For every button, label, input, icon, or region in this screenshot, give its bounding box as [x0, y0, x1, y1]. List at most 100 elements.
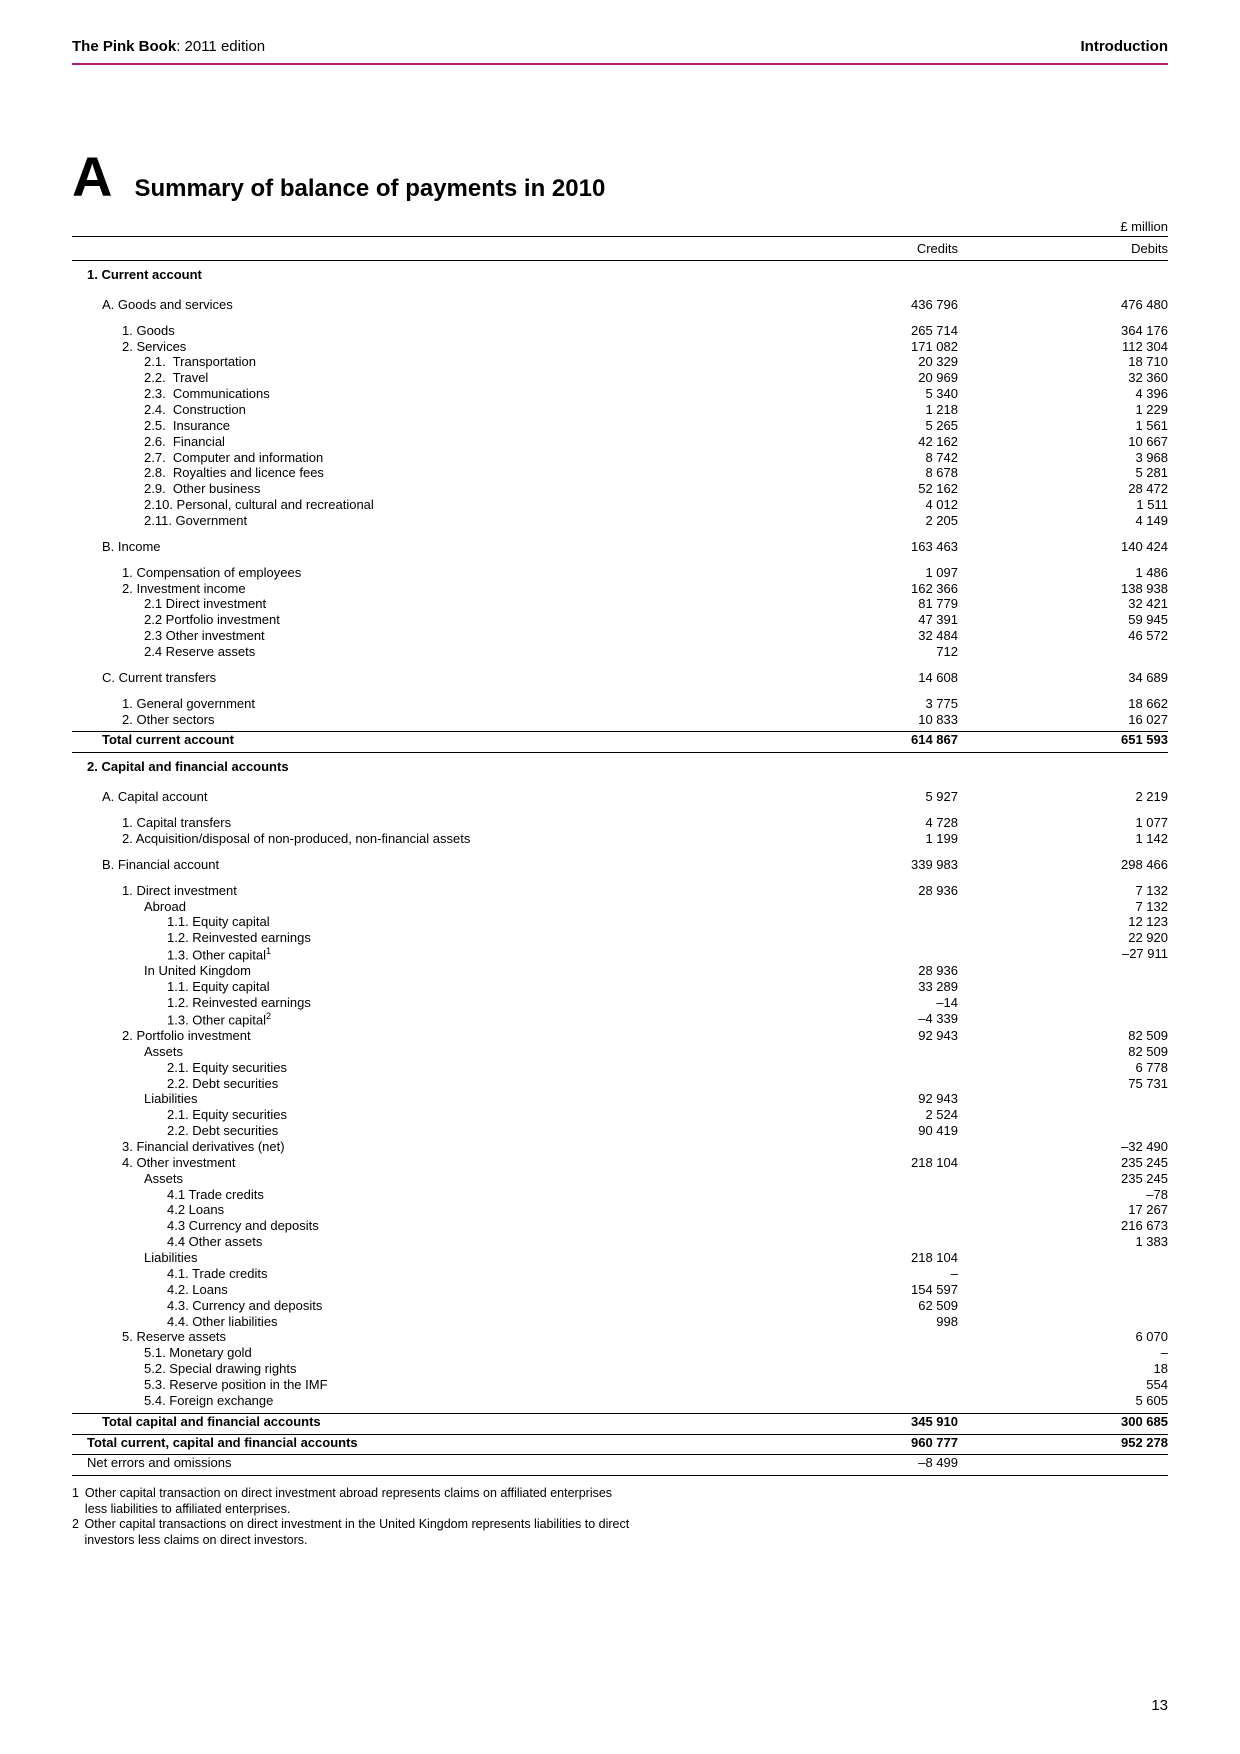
credits-value: 1 199 [828, 831, 958, 847]
page-number: 13 [1151, 1697, 1168, 1714]
row-label: 2.2. Travel [72, 370, 828, 386]
table-row: 2.2. Travel20 96932 360 [72, 370, 1168, 386]
debits-value: 34 689 [958, 670, 1168, 686]
table-row: C. Current transfers14 60834 689 [72, 670, 1168, 686]
credits-value [828, 1234, 958, 1250]
table-row: 3. Financial derivatives (net)–32 490 [72, 1139, 1168, 1155]
debits-value: 22 920 [958, 930, 1168, 946]
row-label: 2. Portfolio investment [72, 1028, 828, 1044]
footnotes: 1Other capital transaction on direct inv… [72, 1486, 632, 1549]
row-label: 2.1. Equity securities [72, 1060, 828, 1076]
debits-value: 300 685 [958, 1414, 1168, 1430]
debits-value [958, 644, 1168, 660]
credits-value [828, 1329, 958, 1345]
row-label: 2.1 Direct investment [72, 596, 828, 612]
row-label: 1. General government [72, 696, 828, 712]
table-row: Total capital and financial accounts345 … [72, 1414, 1168, 1430]
unit-label: £ million [72, 219, 1168, 237]
credits-value: 960 777 [828, 1435, 958, 1451]
debits-value: 5 605 [958, 1393, 1168, 1409]
table-body: 1. Current accountA. Goods and services4… [72, 261, 1168, 1476]
row-label: 2.1. Equity securities [72, 1107, 828, 1123]
credits-value: 4 728 [828, 815, 958, 831]
credits-value [828, 914, 958, 930]
table-row: B. Financial account339 983298 466 [72, 857, 1168, 873]
debits-value: 6 070 [958, 1329, 1168, 1345]
credits-value: 218 104 [828, 1155, 958, 1171]
debits-value: 2 219 [958, 789, 1168, 805]
credits-value [828, 1060, 958, 1076]
row-label: 2.4 Reserve assets [72, 644, 828, 660]
table-row: 2.4. Construction1 2181 229 [72, 402, 1168, 418]
table-row: B. Income163 463140 424 [72, 539, 1168, 555]
credits-value: 92 943 [828, 1028, 958, 1044]
credits-value: 92 943 [828, 1091, 958, 1107]
credits-value: 28 936 [828, 883, 958, 899]
debits-value: 216 673 [958, 1218, 1168, 1234]
debits-value: – [958, 1345, 1168, 1361]
table-row: Net errors and omissions–8 499 [72, 1455, 1168, 1471]
table-row: 1.1. Equity capital12 123 [72, 914, 1168, 930]
credits-value: 8 678 [828, 465, 958, 481]
credits-value [828, 1377, 958, 1393]
row-label: 1.2. Reinvested earnings [72, 995, 828, 1011]
credits-value [828, 1345, 958, 1361]
debits-value: 46 572 [958, 628, 1168, 644]
table-row: 2.2. Debt securities90 419 [72, 1123, 1168, 1139]
debits-value [958, 1091, 1168, 1107]
table-row: 2.7. Computer and information8 7423 968 [72, 450, 1168, 466]
debits-value: 6 778 [958, 1060, 1168, 1076]
debits-value [958, 1107, 1168, 1123]
table-row: 4.2 Loans17 267 [72, 1202, 1168, 1218]
table-row: 2.9. Other business52 16228 472 [72, 481, 1168, 497]
credits-value: 2 524 [828, 1107, 958, 1123]
row-label: 2.11. Government [72, 513, 828, 529]
debits-value [958, 267, 1168, 283]
row-label: 2.2. Debt securities [72, 1076, 828, 1092]
debits-value: 75 731 [958, 1076, 1168, 1092]
debits-value: 12 123 [958, 914, 1168, 930]
row-label: A. Capital account [72, 789, 828, 805]
debits-value: –32 490 [958, 1139, 1168, 1155]
row-label: 2.8. Royalties and licence fees [72, 465, 828, 481]
table-row: 2. Other sectors10 83316 027 [72, 712, 1168, 728]
credits-value: 62 509 [828, 1298, 958, 1314]
credits-value: 8 742 [828, 450, 958, 466]
debits-value: 235 245 [958, 1155, 1168, 1171]
credits-value: 10 833 [828, 712, 958, 728]
table-row: 1. Compensation of employees1 0971 486 [72, 565, 1168, 581]
credits-value: 81 779 [828, 596, 958, 612]
row-label: 1. Direct investment [72, 883, 828, 899]
debits-value: 1 486 [958, 565, 1168, 581]
table-row: Abroad7 132 [72, 899, 1168, 915]
debits-value: 1 142 [958, 831, 1168, 847]
credits-value [828, 1171, 958, 1187]
table-row: 1.2. Reinvested earnings22 920 [72, 930, 1168, 946]
debits-value [958, 1011, 1168, 1028]
column-headers: Credits Debits [72, 237, 1168, 261]
debits-value: 18 710 [958, 354, 1168, 370]
debits-value: 82 509 [958, 1028, 1168, 1044]
row-label: Total capital and financial accounts [72, 1414, 828, 1430]
debits-value: 140 424 [958, 539, 1168, 555]
row-label: Total current, capital and financial acc… [72, 1435, 828, 1451]
debits-value: 16 027 [958, 712, 1168, 728]
credits-value: 614 867 [828, 732, 958, 748]
credits-value [828, 1202, 958, 1218]
credits-value: 1 218 [828, 402, 958, 418]
credits-value: 436 796 [828, 297, 958, 313]
debits-value: 4 396 [958, 386, 1168, 402]
footnote: 1Other capital transaction on direct inv… [72, 1486, 632, 1517]
debits-value: 17 267 [958, 1202, 1168, 1218]
horizontal-rule [72, 1475, 1168, 1476]
credits-value: 90 419 [828, 1123, 958, 1139]
table-row: 2.8. Royalties and licence fees8 6785 28… [72, 465, 1168, 481]
credits-value: 33 289 [828, 979, 958, 995]
debits-value: 18 662 [958, 696, 1168, 712]
credits-value [828, 1393, 958, 1409]
credits-value: –14 [828, 995, 958, 1011]
table-row: A. Goods and services436 796476 480 [72, 297, 1168, 313]
row-label: 5. Reserve assets [72, 1329, 828, 1345]
section-title: Summary of balance of payments in 2010 [134, 175, 605, 203]
row-label: 4.4 Other assets [72, 1234, 828, 1250]
